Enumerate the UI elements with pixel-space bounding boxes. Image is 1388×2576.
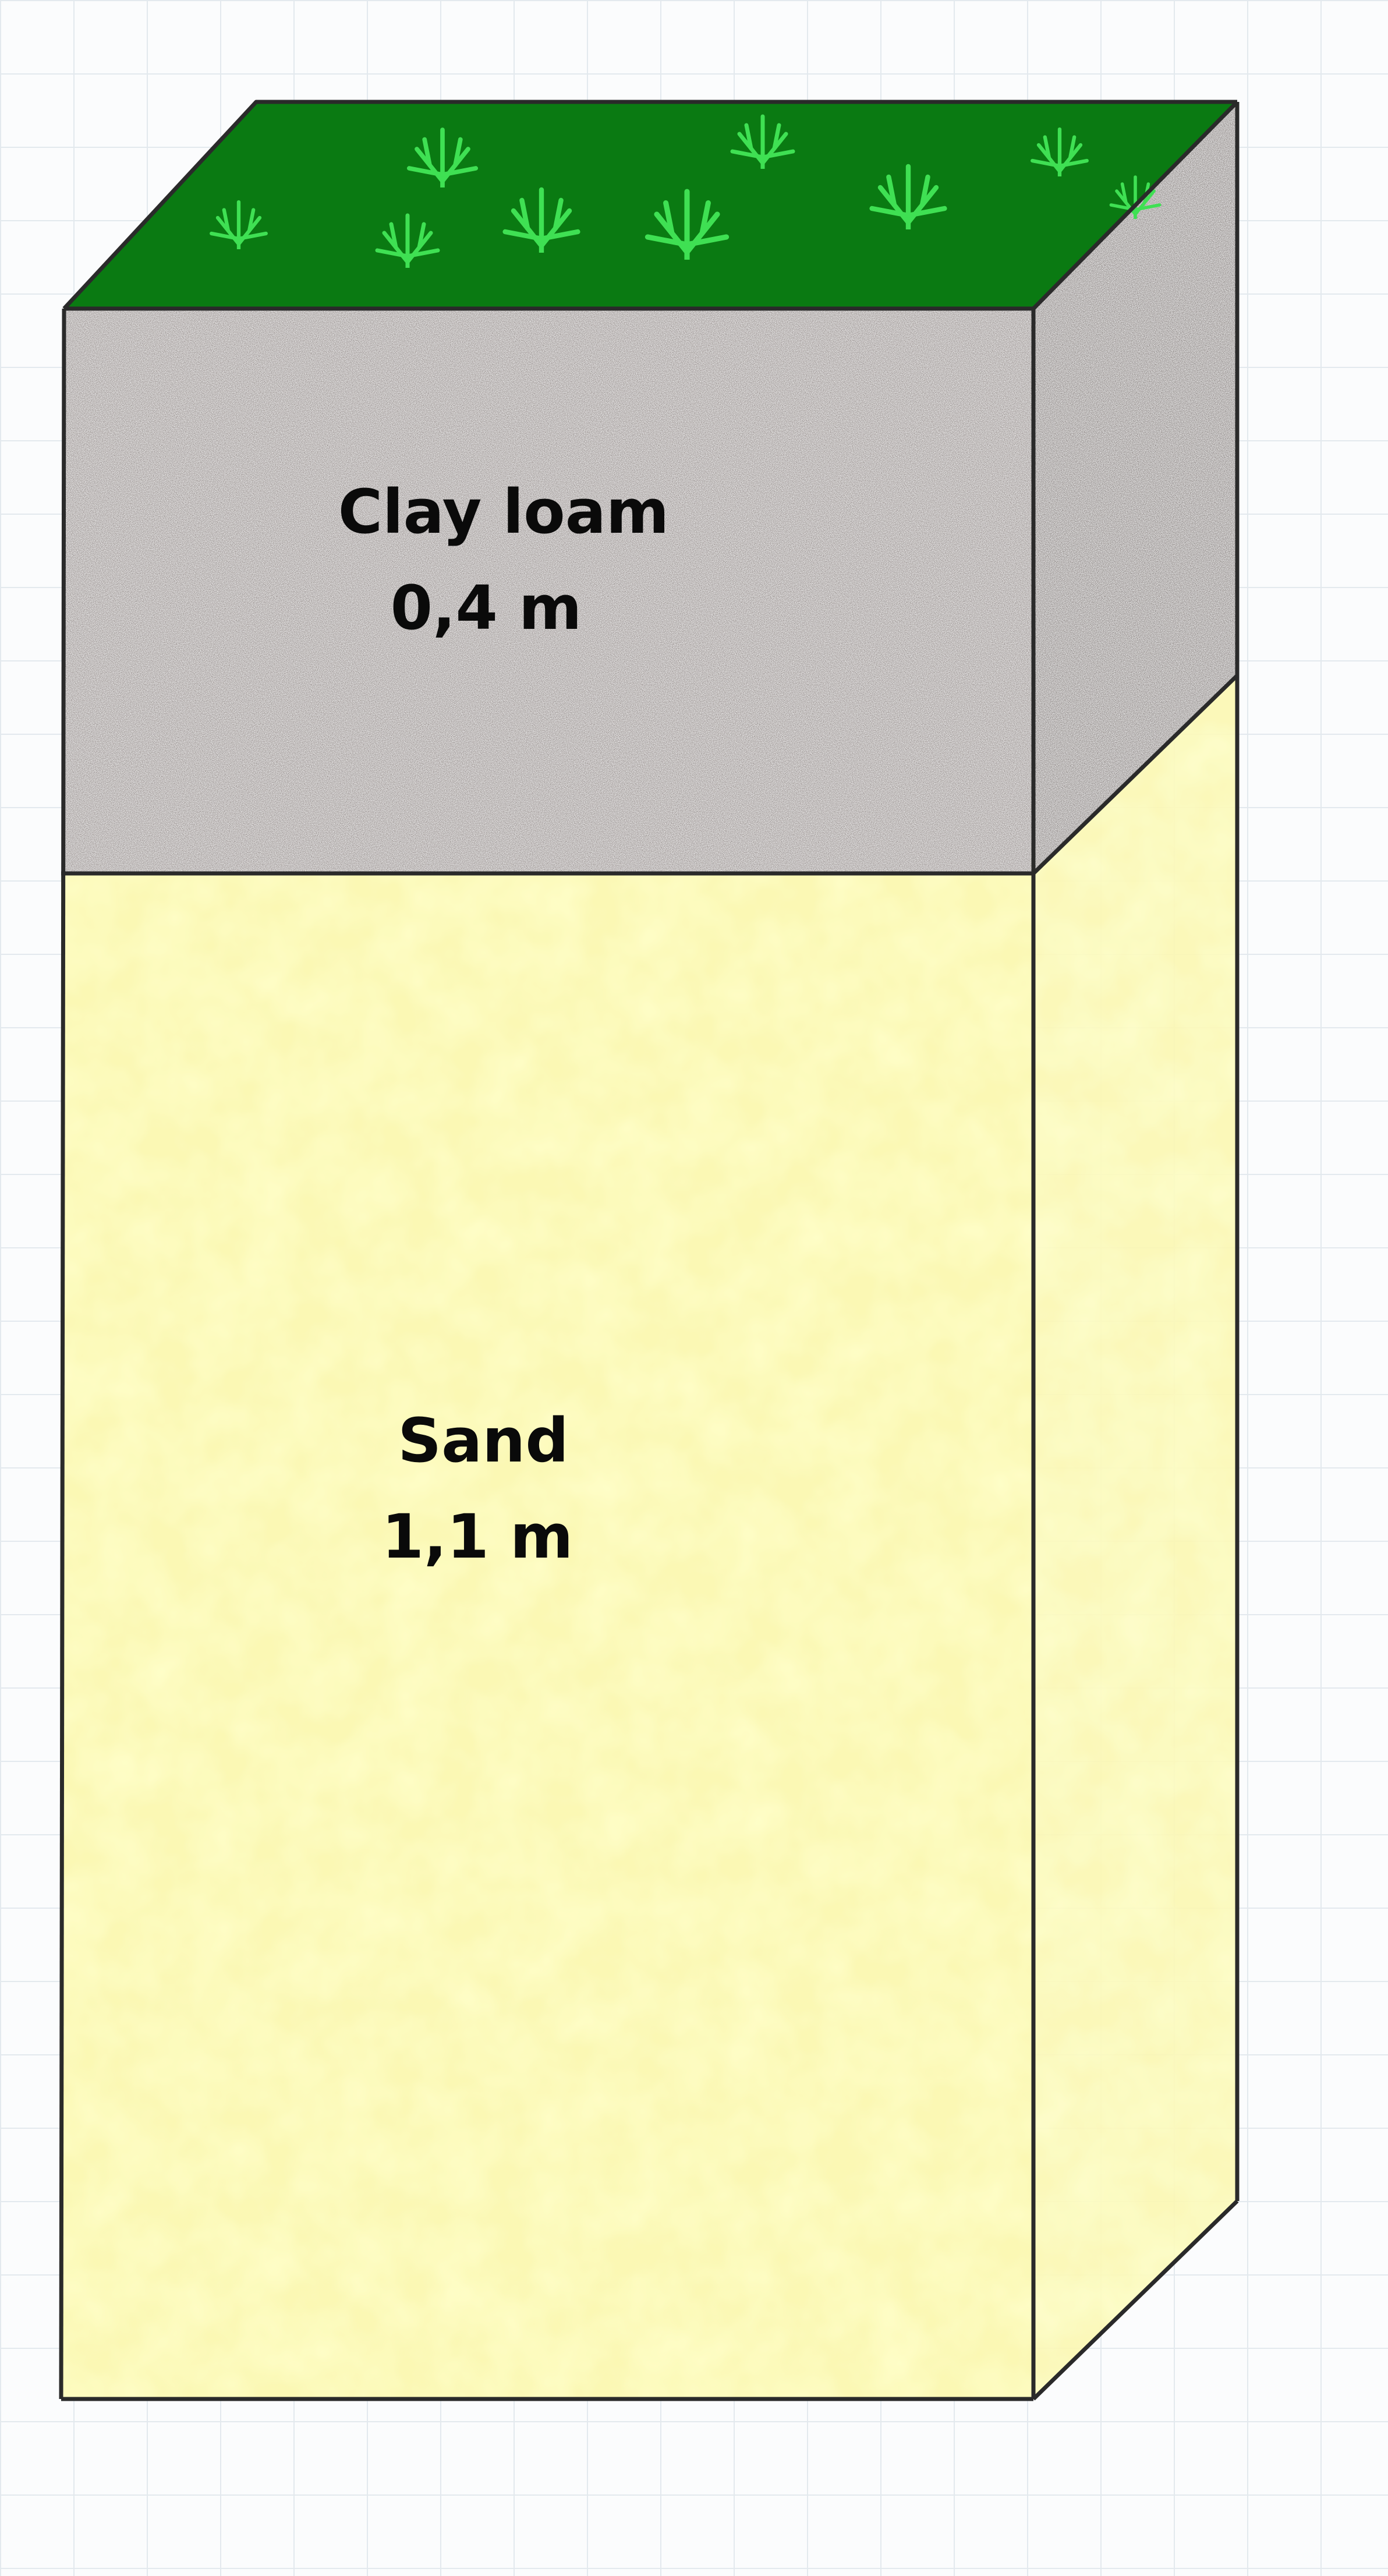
clay-loam-layer-front-face [64, 309, 1033, 873]
clay-loam-name-label: Clay loam [338, 476, 670, 547]
sand-layer-side-face [1033, 675, 1237, 2399]
block-outline [59, 100, 1240, 2401]
grass-surface-top [64, 102, 1237, 309]
sand-name-label: Sand [398, 1405, 569, 1476]
sand-thickness-label: 1,1 m [382, 1501, 573, 1572]
clay-loam-thickness-label: 0,4 m [391, 572, 582, 643]
sand-layer-front-face [61, 873, 1033, 2399]
clay-loam-layer-side-face [1033, 102, 1237, 873]
